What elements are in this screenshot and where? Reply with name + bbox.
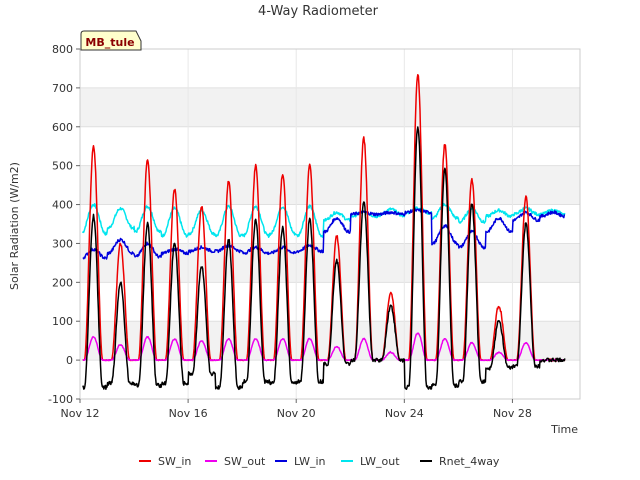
y-tick-label: 100 (52, 315, 73, 328)
series-line-rnet-4way (82, 126, 566, 391)
chart-title: 4-Way Radiometer (258, 4, 379, 19)
series-line-sw-out (82, 332, 566, 362)
x-axis-label: Time (550, 423, 578, 436)
series-line-lw-in (82, 208, 566, 260)
y-axis-ticks: -100 0 100 200 300 400 500 600 700 800 (48, 43, 80, 406)
y-tick-label: 400 (52, 199, 73, 212)
y-tick-label: -100 (48, 393, 73, 406)
grid-band (80, 243, 580, 283)
y-tick-label: 600 (52, 121, 73, 134)
legend-label-sw-out: SW_out (224, 455, 266, 468)
x-tick-label: Nov 28 (493, 407, 532, 420)
legend-label-lw-out: LW_out (360, 455, 400, 468)
legend-label-sw-in: SW_in (158, 455, 191, 468)
plot-frame (79, 48, 581, 400)
y-tick-label: 200 (52, 276, 73, 289)
y-tick-label: 0 (66, 354, 73, 367)
grid-band (80, 87, 580, 127)
x-tick-label: Nov 16 (169, 407, 208, 420)
y-tick-label: 300 (52, 237, 73, 250)
grid-band (80, 165, 580, 205)
series-line-lw-out (82, 202, 566, 238)
legend-label-lw-in: LW_in (294, 455, 326, 468)
y-tick-label: 800 (52, 43, 73, 56)
series-layer (82, 73, 566, 391)
x-tick-label: Nov 12 (61, 407, 100, 420)
x-tick-label: Nov 20 (277, 407, 316, 420)
x-tick-label: Nov 24 (385, 407, 424, 420)
site-badge-label: MB_tule (85, 36, 134, 49)
y-axis-label: Solar Radiation (W/m2) (8, 162, 21, 290)
y-tick-label: 500 (52, 160, 73, 173)
y-tick-label: 700 (52, 82, 73, 95)
x-axis-ticks: Nov 12 Nov 16 Nov 20 Nov 24 Nov 28 (61, 399, 532, 420)
legend: SW_in SW_out LW_in LW_out Rnet_4way (139, 455, 500, 468)
legend-label-rnet-4way: Rnet_4way (439, 455, 500, 468)
site-badge: MB_tule (80, 30, 142, 51)
